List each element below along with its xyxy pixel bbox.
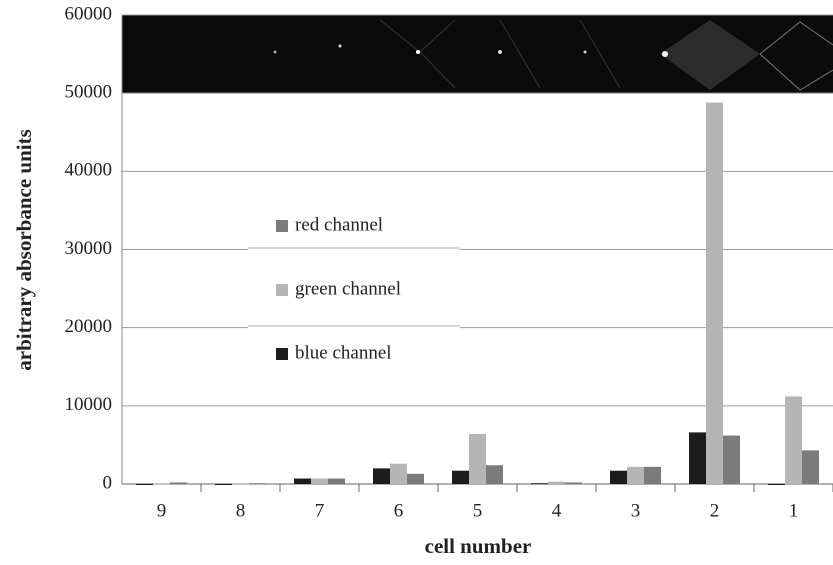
legend-label: green channel (295, 278, 401, 299)
y-tick-label: 20000 (65, 316, 113, 337)
x-tick-label: 9 (157, 500, 167, 521)
x-tick-label: 4 (552, 500, 562, 521)
legend-label: red channel (295, 214, 383, 235)
legend-swatch (276, 284, 288, 296)
y-tick-label: 0 (103, 472, 113, 493)
bar (548, 482, 565, 484)
x-tick-label: 5 (473, 500, 483, 521)
bar (390, 464, 407, 484)
y-tick-label: 60000 (65, 3, 113, 24)
bar (689, 432, 706, 484)
bar (469, 434, 486, 484)
bar (706, 103, 723, 484)
bar (136, 484, 153, 485)
bar (644, 467, 661, 484)
y-tick-label: 40000 (65, 160, 113, 181)
bar (311, 479, 328, 484)
bar (328, 479, 345, 484)
bar (452, 471, 469, 484)
bar (249, 483, 266, 484)
x-tick-label: 8 (236, 500, 246, 521)
bar (768, 484, 785, 485)
y-tick-label: 50000 (65, 82, 113, 103)
bar (170, 482, 187, 484)
legend-label: blue channel (295, 342, 392, 363)
bar (215, 484, 232, 485)
legend-swatch (276, 348, 288, 360)
x-tick-label: 7 (315, 500, 325, 521)
bar (802, 450, 819, 484)
y-tick-label: 30000 (65, 238, 113, 259)
x-tick-label: 2 (710, 500, 720, 521)
bar (232, 483, 249, 484)
bar (294, 479, 311, 484)
bar (785, 396, 802, 484)
bar (373, 468, 390, 484)
x-tick-label: 1 (789, 500, 799, 521)
bar (407, 474, 424, 484)
bar (486, 465, 503, 484)
bar (153, 483, 170, 484)
device-image (122, 15, 833, 93)
bar (531, 483, 548, 484)
bar (723, 436, 740, 484)
y-tick-label: 10000 (65, 394, 113, 415)
chart: arbitrary absorbance units cell number 0… (0, 0, 833, 560)
legend-swatch (276, 220, 288, 232)
x-axis-label: cell number (425, 534, 532, 558)
bar (627, 467, 644, 484)
y-axis-label: arbitrary absorbance units (12, 129, 36, 371)
x-tick-label: 3 (631, 500, 641, 521)
x-tick-label: 6 (394, 500, 404, 521)
bar (565, 482, 582, 484)
bar (610, 471, 627, 484)
